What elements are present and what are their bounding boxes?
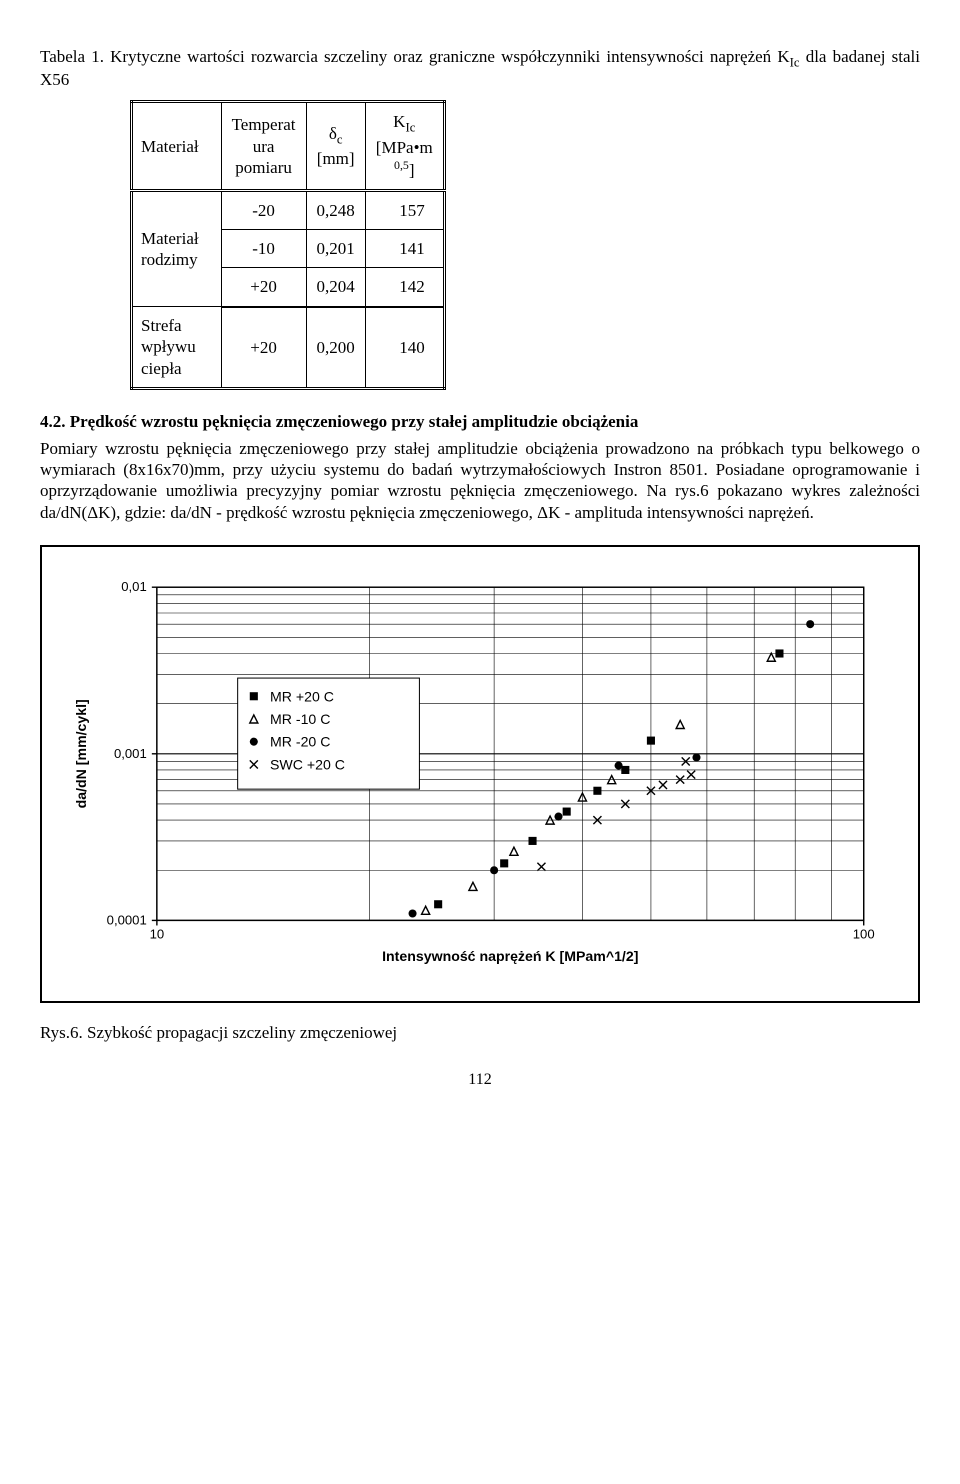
- cell-kic: 141: [365, 230, 444, 268]
- svg-text:SWC +20 C: SWC +20 C: [270, 756, 345, 772]
- th-delta-sub: c: [337, 132, 343, 146]
- cell-temp: +20: [221, 268, 306, 307]
- th-kic-sub: Ic: [405, 121, 415, 135]
- cell-temp: -10: [221, 230, 306, 268]
- cell-material: Materiałrodzimy: [132, 190, 222, 306]
- svg-text:da/dN [mm/cykl]: da/dN [mm/cykl]: [73, 699, 89, 808]
- svg-text:MR -20 C: MR -20 C: [270, 734, 330, 750]
- svg-text:0,0001: 0,0001: [107, 912, 147, 927]
- cell-delta: 0,248: [306, 190, 365, 229]
- figure-caption: Rys.6. Szybkość propagacji szczeliny zmę…: [40, 1023, 920, 1043]
- page-number: 112: [40, 1071, 920, 1089]
- th-delta-sym: δ: [329, 124, 337, 143]
- cell-temp: -20: [221, 190, 306, 229]
- th-material: Materiał: [132, 102, 222, 190]
- cell-delta: 0,200: [306, 307, 365, 389]
- svg-text:0,001: 0,001: [114, 746, 147, 761]
- section-number: 4.2.: [40, 412, 70, 431]
- svg-text:10: 10: [150, 926, 165, 941]
- table-caption-body: Krytyczne wartości rozwarcia szczeliny o…: [110, 47, 789, 66]
- table-caption-prefix: Tabela 1.: [40, 47, 110, 66]
- th-delta-c: δc [mm]: [306, 102, 365, 190]
- table-caption: Tabela 1. Krytyczne wartości rozwarcia s…: [40, 47, 920, 90]
- th-kic-unit-pre: [MPa•m: [376, 138, 433, 157]
- th-temp-l2: ura: [253, 137, 275, 156]
- cell-kic: 157: [365, 190, 444, 229]
- svg-text:100: 100: [853, 926, 875, 941]
- svg-text:MR -10 C: MR -10 C: [270, 711, 330, 727]
- data-table: Materiał Temperat ura pomiaru δc [mm] KI…: [130, 100, 446, 389]
- section-title: Prędkość wzrostu pęknięcia zmęczeniowego…: [70, 412, 639, 431]
- table-caption-sub: Ic: [790, 55, 800, 69]
- table-row: Strefawpływuciepła+200,200140: [132, 307, 445, 389]
- svg-text:Intensywność naprężeń K [MPam: Intensywność naprężeń K [MPam^1/2]: [382, 948, 638, 964]
- svg-text:0,01: 0,01: [121, 579, 147, 594]
- th-kic: KIc [MPa•m 0,5]: [365, 102, 444, 190]
- figure-caption-prefix: Rys.6.: [40, 1023, 87, 1042]
- th-kic-sym: K: [393, 112, 405, 131]
- th-temperature: Temperat ura pomiaru: [221, 102, 306, 190]
- cell-material: Strefawpływuciepła: [132, 307, 222, 389]
- section-paragraph: Pomiary wzrostu pęknięcia zmęczeniowego …: [40, 438, 920, 523]
- th-delta-unit: [mm]: [317, 149, 355, 168]
- th-temp-l3: pomiaru: [235, 158, 292, 177]
- figure-caption-text: Szybkość propagacji szczeliny zmęczeniow…: [87, 1023, 397, 1042]
- cell-kic: 142: [365, 268, 444, 307]
- cell-delta: 0,204: [306, 268, 365, 307]
- th-kic-unit-sup: 0,5: [394, 158, 409, 172]
- scatter-chart: 0,0001 0,001 0,01 10 100 Intensywność napręże…: [66, 567, 894, 991]
- th-temp-l1: Temperat: [232, 115, 296, 134]
- svg-text:MR +20 C: MR +20 C: [270, 688, 334, 704]
- section-heading: 4.2. Prędkość wzrostu pęknięcia zmęczeni…: [40, 412, 920, 432]
- cell-kic: 140: [365, 307, 444, 389]
- cell-temp: +20: [221, 307, 306, 389]
- cell-delta: 0,201: [306, 230, 365, 268]
- table-row: Materiałrodzimy-200,248157: [132, 190, 445, 229]
- chart-frame: 0,0001 0,001 0,01 10 100 Intensywność napręże…: [40, 545, 920, 1003]
- th-kic-unit-post: ]: [409, 161, 415, 180]
- table-body: Materiałrodzimy-200,248157-100,201141+20…: [132, 190, 445, 388]
